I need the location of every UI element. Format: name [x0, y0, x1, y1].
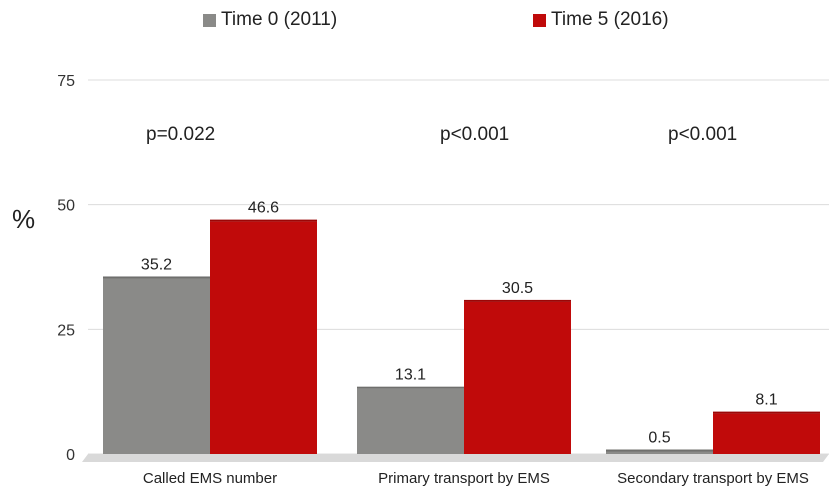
- y-tick-label-75: 75: [57, 73, 75, 90]
- bar-time5-1: [464, 301, 571, 454]
- y-axis-label: %: [12, 204, 36, 234]
- y-tick-label-50: 50: [57, 198, 75, 215]
- x-category-label-1: Primary transport by EMS: [378, 470, 550, 487]
- legend-item-time5: Time 5 (2016): [533, 9, 669, 31]
- legend-swatch-time5: [533, 13, 546, 27]
- p-value-called-ems: p=0.022: [146, 124, 216, 145]
- bar-top-edge-1-0: [210, 219, 317, 222]
- data-label-time0-0: 35.2: [141, 256, 172, 273]
- data-label-time5-0: 46.6: [248, 200, 279, 217]
- chart-floor: [82, 454, 829, 462]
- data-label-time5-1: 30.5: [502, 280, 533, 297]
- bar-top-edge-0-0: [103, 276, 210, 279]
- legend-label-time0: Time 0 (2011): [221, 9, 338, 30]
- legend-item-time0: Time 0 (2011): [203, 9, 337, 31]
- data-label-time5-2: 8.1: [755, 392, 777, 409]
- y-tick-label-25: 25: [57, 322, 75, 339]
- bar-top-edge-1-1: [464, 299, 571, 302]
- bar-top-edge-0-2: [606, 449, 713, 452]
- p-value-primary-transport: p<0.001: [440, 124, 510, 145]
- x-category-label-0: Called EMS number: [143, 470, 277, 487]
- bar-top-edge-0-1: [357, 386, 464, 389]
- bar-time0-1: [357, 388, 464, 454]
- bar-time0-0: [103, 278, 210, 454]
- legend-label-time5: Time 5 (2016): [551, 9, 669, 30]
- bar-time0-2: [606, 451, 713, 454]
- legend-swatch-time0: [203, 13, 216, 27]
- bar-time5-0: [210, 221, 317, 454]
- p-value-secondary-transport: p<0.001: [668, 124, 738, 145]
- bar-top-edge-1-2: [713, 411, 820, 414]
- x-category-label-2: Secondary transport by EMS: [617, 470, 809, 487]
- data-label-time0-2: 0.5: [648, 430, 670, 447]
- y-tick-label-0: 0: [66, 447, 75, 464]
- data-label-time0-1: 13.1: [395, 367, 426, 384]
- bar-time5-2: [713, 413, 820, 454]
